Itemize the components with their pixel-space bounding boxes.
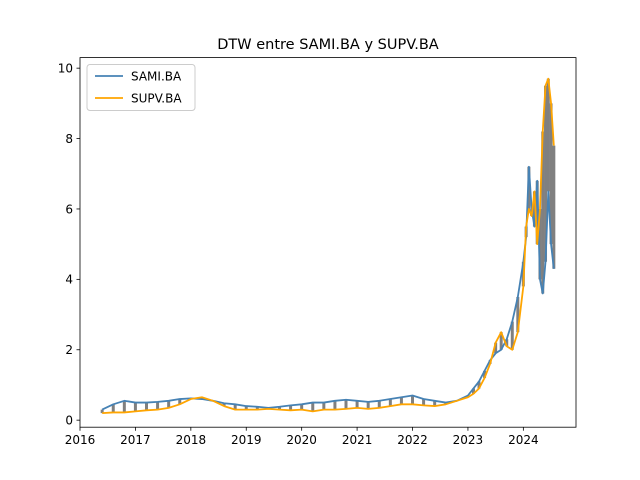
y-tick-label: 6 (65, 202, 73, 216)
x-tick-label: 2020 (286, 433, 317, 447)
y-axis: 0 2 4 6 8 10 (58, 61, 80, 427)
x-tick-label: 2024 (508, 433, 539, 447)
y-tick-label: 2 (65, 343, 73, 357)
x-axis: 2016 2017 2018 2019 2020 2021 2022 2023 2024 (65, 427, 539, 447)
chart-title: DTW entre SAMI.BA y SUPV.BA (217, 37, 439, 53)
x-tick-label: 2021 (342, 433, 373, 447)
dtw-connections (100, 78, 556, 414)
y-tick-label: 0 (65, 413, 73, 427)
y-tick-label: 8 (65, 132, 73, 146)
x-tick-label: 2017 (120, 433, 151, 447)
x-tick-label: 2018 (176, 433, 207, 447)
y-tick-label: 10 (58, 61, 73, 75)
x-tick-label: 2022 (397, 433, 428, 447)
x-tick-label: 2019 (231, 433, 262, 447)
y-tick-label: 4 (65, 273, 73, 287)
series-line-supv (102, 77, 555, 415)
x-tick-label: 2023 (453, 433, 484, 447)
legend-label-supv: SUPV.BA (131, 92, 182, 106)
series-layer (101, 77, 555, 415)
legend: SAMI.BA SUPV.BA (86, 64, 196, 111)
plot-frame (79, 57, 577, 428)
x-tick-label: 2016 (65, 433, 96, 447)
series-line-sami (101, 165, 555, 411)
legend-label-sami: SAMI.BA (131, 70, 182, 84)
